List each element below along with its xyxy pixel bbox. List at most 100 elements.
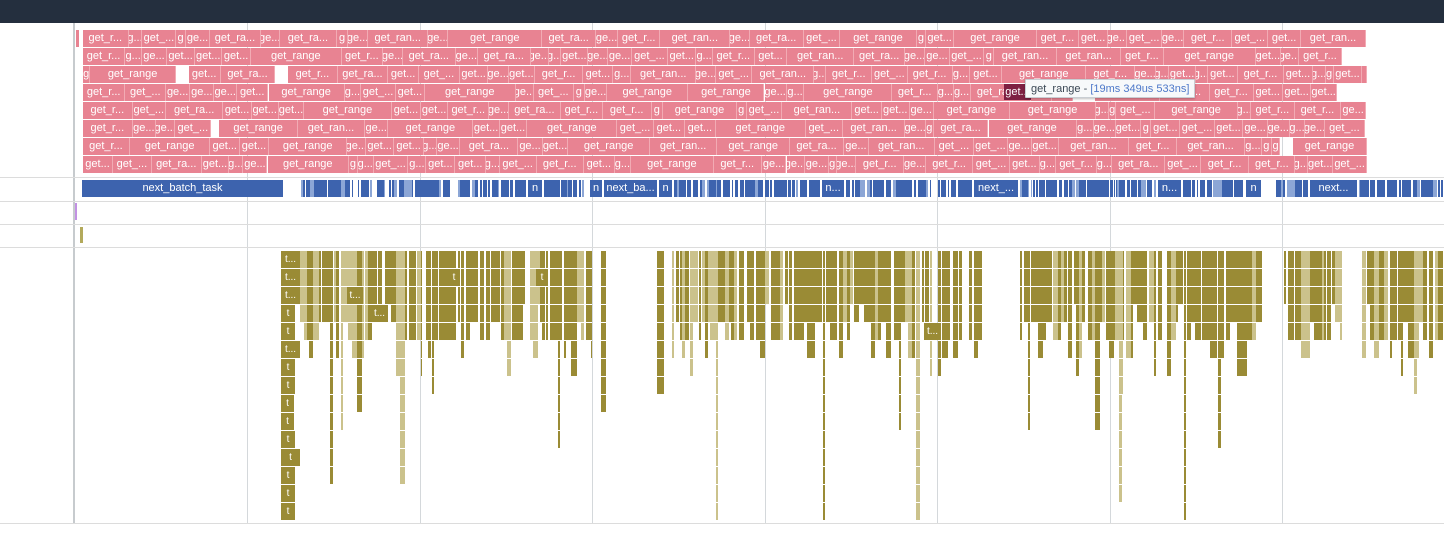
flame-slice[interactable]: get_...: [1165, 156, 1201, 173]
stack-frame-column[interactable]: [420, 251, 422, 376]
flame-slice[interactable]: g...: [953, 84, 971, 101]
flame-slice[interactable]: get_r...: [1251, 102, 1295, 119]
stack-frame-column[interactable]: [1099, 251, 1103, 322]
stack-frame-column[interactable]: [843, 251, 848, 322]
task-slice-thin[interactable]: [868, 180, 871, 197]
flame-slice[interactable]: get_...: [125, 84, 167, 101]
flame-slice[interactable]: g...: [128, 30, 143, 47]
stack-frame-column[interactable]: [361, 251, 364, 358]
flame-slice[interactable]: get_ra...: [790, 138, 844, 155]
flame-slice[interactable]: ge...: [214, 84, 237, 101]
stack-frame-column[interactable]: [557, 251, 561, 448]
task-slice-thin[interactable]: [866, 180, 869, 197]
stack-frame-column[interactable]: [1309, 251, 1315, 322]
track-tick-slice[interactable]: [74, 203, 77, 220]
task-slice-thin[interactable]: [579, 180, 582, 197]
stack-frame-column[interactable]: [739, 251, 745, 340]
task-slice-thin[interactable]: [804, 180, 808, 197]
flame-slice[interactable]: g...: [1238, 102, 1252, 119]
flame-slice[interactable]: get_r...: [341, 48, 384, 65]
task-slice-thin[interactable]: [370, 180, 372, 197]
flame-slice[interactable]: g...: [357, 156, 374, 173]
stack-frame-column[interactable]: [352, 251, 358, 358]
task-slice-thin[interactable]: [1087, 180, 1092, 197]
task-slice-thin[interactable]: [1227, 180, 1231, 197]
stack-frame-column[interactable]: [877, 251, 882, 340]
task-slice-thin[interactable]: [1048, 180, 1053, 197]
flame-slice[interactable]: get_range: [715, 120, 806, 137]
task-slice[interactable]: next_...: [974, 180, 1018, 197]
task-slice-thin[interactable]: [556, 180, 560, 197]
task-slice-thin[interactable]: [788, 180, 792, 197]
stack-frame-column[interactable]: [304, 251, 307, 340]
task-slice-thin[interactable]: [906, 180, 908, 197]
flame-slice[interactable]: get_range: [304, 102, 392, 119]
flame-slice[interactable]: g: [736, 102, 747, 119]
flame-slice[interactable]: get...: [1009, 156, 1040, 173]
stack-frame-column[interactable]: [1229, 251, 1235, 322]
stack-frame-column[interactable]: [822, 251, 826, 520]
stack-frame-column[interactable]: [689, 251, 694, 376]
stack-frame-column[interactable]: [563, 251, 567, 358]
flame-slice[interactable]: get...: [1255, 48, 1281, 65]
flame-slice[interactable]: g: [83, 66, 91, 83]
stack-frame-column[interactable]: [784, 251, 788, 304]
stack-frame-column[interactable]: [847, 251, 851, 340]
flame-slice[interactable]: get_r...: [83, 102, 133, 119]
stack-frame[interactable]: t...: [281, 251, 300, 268]
flame-slice[interactable]: get...: [668, 48, 697, 65]
task-slice-thin[interactable]: [403, 180, 408, 197]
stack-frame[interactable]: t...: [281, 269, 300, 286]
task-slice-thin[interactable]: [777, 180, 780, 197]
stack-frame-column[interactable]: [1413, 251, 1417, 394]
flame-slice[interactable]: get_...: [373, 156, 409, 173]
task-slice-thin[interactable]: [1428, 180, 1433, 197]
flame-slice[interactable]: get_...: [418, 66, 460, 83]
stack-frame-column[interactable]: [1374, 251, 1379, 358]
task-slice-thin[interactable]: [1030, 180, 1032, 197]
flame-slice[interactable]: get...: [455, 156, 487, 173]
task-slice-thin[interactable]: [780, 180, 784, 197]
flame-slice[interactable]: get...: [240, 138, 269, 155]
flame-slice[interactable]: get_range: [804, 84, 893, 101]
flame-slice[interactable]: get_range: [933, 102, 1010, 119]
flame-slice[interactable]: ge...: [132, 120, 156, 137]
task-slice-thin[interactable]: [758, 180, 764, 197]
flame-slice[interactable]: get...: [166, 48, 196, 65]
stack-frame-column[interactable]: [566, 251, 572, 340]
flame-slice[interactable]: get_ra...: [220, 66, 276, 83]
stack-frame-column[interactable]: [942, 251, 948, 358]
flame-slice[interactable]: get_range: [840, 30, 917, 47]
flame-slice[interactable]: get_r...: [1294, 102, 1342, 119]
stack-frame-column[interactable]: [342, 251, 348, 322]
flame-slice[interactable]: g...: [344, 84, 362, 101]
flame-slice[interactable]: get_r...: [1249, 156, 1296, 173]
flame-slice[interactable]: g: [573, 84, 586, 101]
task-slice-thin[interactable]: [819, 180, 820, 197]
task-slice-thin[interactable]: [1412, 180, 1416, 197]
stack-frame-column[interactable]: [896, 251, 899, 340]
stack-frame-column[interactable]: [1046, 251, 1052, 322]
stack-frame-column[interactable]: [838, 251, 844, 358]
flame-slice[interactable]: get...: [684, 120, 716, 137]
stack-frame-column[interactable]: [893, 251, 896, 340]
stack-frame-column[interactable]: [1081, 251, 1086, 322]
flame-slice[interactable]: get...: [396, 84, 425, 101]
stack-frame-column[interactable]: [1027, 251, 1030, 430]
flame-slice[interactable]: get_...: [361, 84, 397, 101]
task-slice-thin[interactable]: [1292, 180, 1295, 197]
task-slice[interactable]: n...: [822, 180, 844, 197]
stack-frame-column[interactable]: [1326, 251, 1332, 340]
flame-slice[interactable]: get_ran...: [868, 138, 935, 155]
stack-frame-column[interactable]: [485, 251, 491, 340]
flame-slice[interactable]: get_ran...: [787, 48, 855, 65]
flame-slice[interactable]: ge...: [1305, 120, 1325, 137]
task-slice-thin[interactable]: [1240, 180, 1244, 197]
task-slice-thin[interactable]: [1421, 180, 1426, 197]
flame-slice[interactable]: g...: [1312, 66, 1326, 83]
stack-frame-column[interactable]: [684, 251, 689, 340]
stack-frame-column[interactable]: [693, 251, 698, 322]
flame-slice[interactable]: ge...: [1341, 102, 1366, 119]
stack-frame-column[interactable]: [1209, 251, 1212, 358]
stack-frame-column[interactable]: [416, 251, 421, 340]
